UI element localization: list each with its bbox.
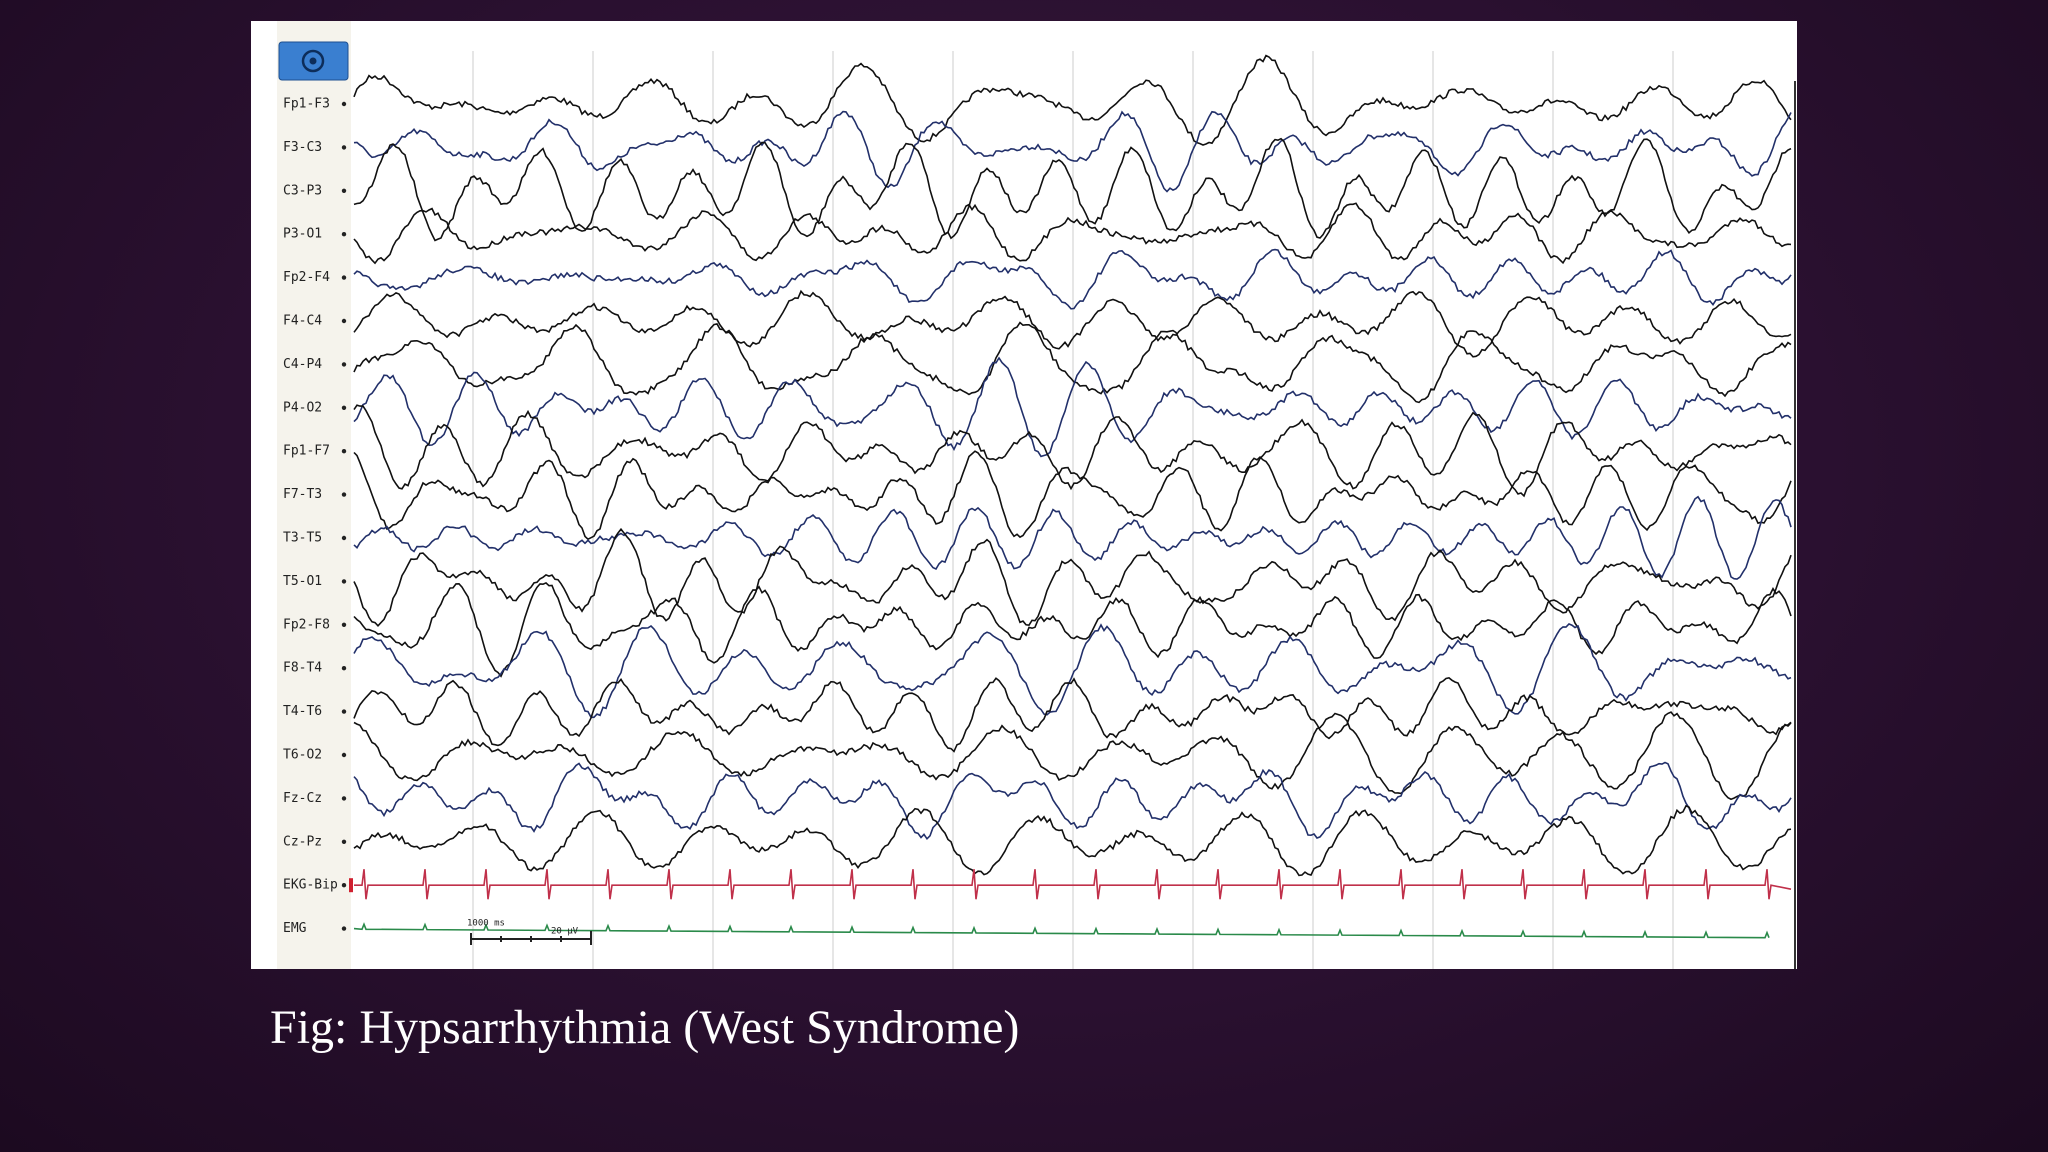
channel-label: T4-T6	[283, 704, 322, 719]
channel-label: T5-O1	[283, 574, 322, 589]
eeg-trace	[353, 623, 1792, 719]
channel-dot	[341, 318, 347, 324]
channel-label: T3-T5	[283, 531, 322, 546]
channel-label: T6-O2	[283, 748, 322, 763]
eeg-trace	[353, 248, 1792, 310]
channel-label: C3-P3	[283, 183, 322, 198]
channel-dot	[341, 883, 347, 888]
channel-dot	[341, 839, 347, 844]
eeg-trace	[353, 677, 1792, 753]
time-scale-label: 1000 ms	[467, 919, 505, 929]
channel-label: F3-C3	[283, 140, 322, 155]
channel-dot	[341, 362, 347, 367]
channel-dot	[341, 492, 347, 497]
icon-dot	[309, 57, 317, 65]
eeg-trace	[353, 321, 1792, 404]
channel-dot	[341, 101, 347, 107]
scale-bar: 1000 ms 20 µV	[467, 919, 592, 945]
eeg-trace	[353, 110, 1792, 193]
emg-trace	[353, 922, 1770, 939]
channel-dot	[341, 666, 347, 671]
eeg-trace	[353, 356, 1792, 458]
eeg-trace	[353, 495, 1792, 580]
caption: Fig: Hypsarrhythmia (West Syndrome)	[270, 1001, 1020, 1054]
channel-dot	[341, 796, 347, 801]
channel-dot	[341, 405, 347, 410]
channel-dot	[341, 188, 347, 193]
eeg-trace	[353, 404, 1792, 498]
channel-dot	[341, 232, 347, 237]
icon-ring	[301, 49, 325, 73]
eeg-trace	[353, 804, 1792, 877]
channel-dot	[341, 579, 347, 584]
channel-label: Cz-Pz	[283, 834, 322, 849]
channel-dot	[341, 709, 347, 714]
channel-label: EMG	[283, 921, 307, 936]
eeg-trace	[353, 137, 1792, 242]
channel-label: Fp2-F8	[283, 617, 330, 632]
channel-dot	[341, 752, 347, 758]
channel-label: Fp1-F3	[283, 97, 330, 112]
ekg-trace	[354, 869, 1792, 900]
eeg-trace	[353, 202, 1792, 265]
eeg-trace	[353, 761, 1792, 841]
channel-dot	[341, 275, 347, 280]
eeg-trace	[353, 289, 1792, 358]
channel-label: C4-P4	[283, 357, 322, 372]
ekg-marker	[349, 878, 353, 893]
channel-label: P4-O2	[283, 400, 322, 415]
channel-label: Fp1-F7	[283, 444, 330, 459]
channel-label: EKG-Bip	[283, 878, 338, 893]
eeg-figure: Fp1-F3 F3-C3 C3-P3 P3-O1 Fp2-F4 F4-C4 C4-P4 P4-…	[251, 21, 1797, 969]
channel-label: Fz-Cz	[283, 791, 322, 806]
channel-label: Fp2-F4	[283, 270, 330, 285]
label-column	[277, 21, 351, 969]
channel-dot	[341, 449, 347, 454]
channel-dot	[341, 145, 347, 150]
eeg-trace	[353, 450, 1792, 541]
channel-dot	[341, 926, 347, 931]
eeg-trace	[353, 54, 1792, 146]
channel-label: F8-T4	[283, 661, 322, 676]
channel-label: F7-T3	[283, 487, 322, 502]
amplitude-scale-label: 20 µV	[551, 927, 579, 937]
channel-dot	[341, 535, 347, 541]
eeg-trace	[353, 527, 1792, 627]
channel-label: F4-C4	[283, 314, 322, 329]
eeg-trace	[353, 711, 1792, 801]
channel-dot	[341, 622, 347, 627]
eeg-trace	[353, 581, 1792, 678]
channel-label: P3-O1	[283, 227, 322, 242]
eeg-canvas: Fp1-F3 F3-C3 C3-P3 P3-O1 Fp2-F4 F4-C4 C4-P4 P4-…	[277, 21, 1796, 969]
